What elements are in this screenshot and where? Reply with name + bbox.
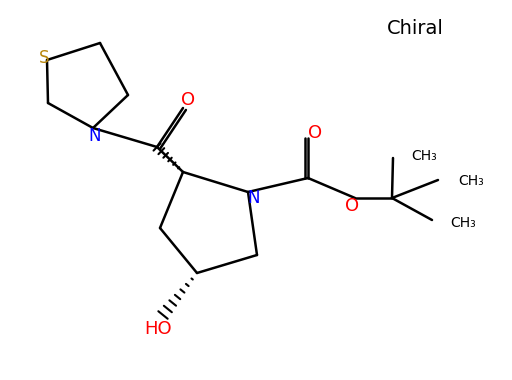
Text: CH₃: CH₃ (411, 149, 437, 163)
Text: Chiral: Chiral (387, 19, 443, 38)
Text: O: O (181, 91, 195, 109)
Text: CH₃: CH₃ (458, 174, 484, 188)
Text: HO: HO (144, 320, 172, 338)
Text: O: O (345, 197, 359, 215)
Text: CH₃: CH₃ (450, 216, 476, 230)
Text: S: S (39, 49, 49, 67)
Text: O: O (308, 124, 322, 142)
Text: N: N (89, 127, 101, 145)
Text: N: N (248, 189, 260, 207)
